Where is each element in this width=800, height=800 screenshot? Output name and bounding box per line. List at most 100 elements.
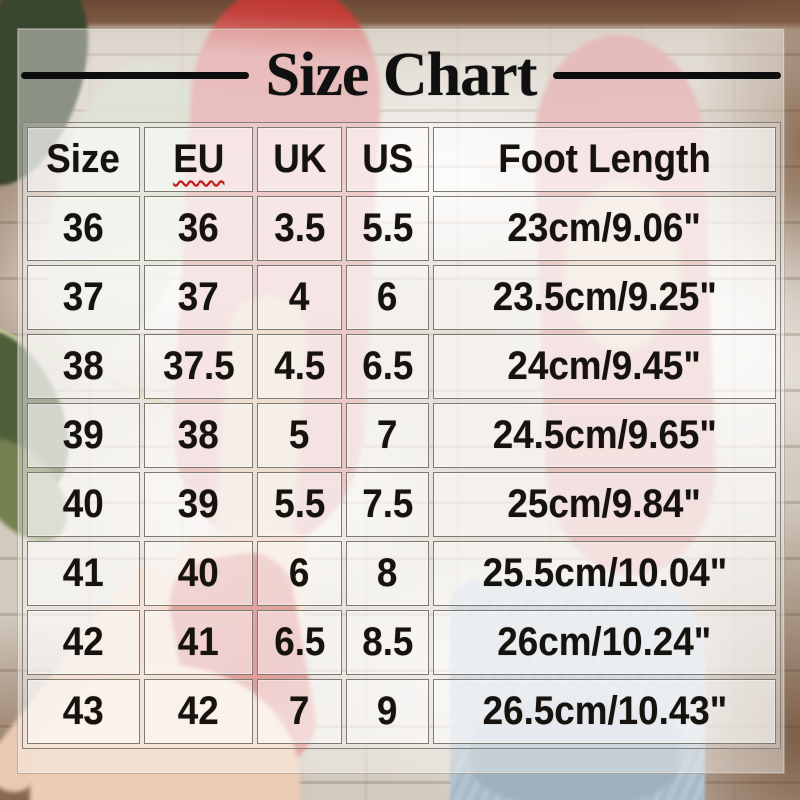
cell-text: 4 xyxy=(289,275,310,319)
table-cell: 8.5 xyxy=(346,610,429,675)
table-cell: 9 xyxy=(346,679,429,744)
cell-text: 7 xyxy=(289,689,310,733)
cell-text: 7.5 xyxy=(361,482,414,526)
table-cell: 39 xyxy=(144,472,253,537)
table-cell: 26.5cm/10.43" xyxy=(433,679,776,744)
cell-text: 6 xyxy=(289,551,310,595)
column-header-us: US xyxy=(346,127,429,192)
cell-text: 39 xyxy=(63,413,104,457)
table-cell: 23cm/9.06" xyxy=(433,196,776,261)
table-cell: 37.5 xyxy=(144,334,253,399)
column-header-uk: UK xyxy=(257,127,342,192)
table-cell: 25cm/9.84" xyxy=(433,472,776,537)
table-cell: 5.5 xyxy=(257,472,342,537)
table-cell: 41 xyxy=(27,541,140,606)
table-cell: 40 xyxy=(27,472,140,537)
table-cell: 36 xyxy=(144,196,253,261)
table-row-size-38: 38 37.5 4.5 6.5 24cm/9.45" xyxy=(27,334,776,399)
header-text-eu-wavy: EU xyxy=(172,137,225,181)
column-header-foot-length: Foot Length xyxy=(433,127,776,192)
cell-text: 37 xyxy=(63,275,104,319)
header-text: UK xyxy=(272,137,327,181)
cell-text: 6.5 xyxy=(273,620,326,664)
title-rule-right xyxy=(553,71,782,79)
cell-text: 23cm/9.06" xyxy=(507,206,702,250)
table-cell: 3.5 xyxy=(257,196,342,261)
table-cell: 5.5 xyxy=(346,196,429,261)
cell-text: 42 xyxy=(178,689,219,733)
table-cell: 23.5cm/9.25" xyxy=(433,265,776,330)
cell-text: 40 xyxy=(178,551,219,595)
header-text: Foot Length xyxy=(498,137,711,181)
table-cell: 42 xyxy=(144,679,253,744)
table-cell: 38 xyxy=(144,403,253,468)
cell-text: 37.5 xyxy=(162,344,235,388)
table-row-size-42: 42 41 6.5 8.5 26cm/10.24" xyxy=(27,610,776,675)
cell-text: 25cm/9.84" xyxy=(507,482,702,526)
cell-text: 23.5cm/9.25" xyxy=(492,275,717,319)
table-cell: 4 xyxy=(257,265,342,330)
cell-text: 24cm/9.45" xyxy=(507,344,702,388)
cell-text: 7 xyxy=(377,413,398,457)
table-cell: 4.5 xyxy=(257,334,342,399)
cell-text: 41 xyxy=(178,620,219,664)
table-cell: 36 xyxy=(27,196,140,261)
table-row-size-40: 40 39 5.5 7.5 25cm/9.84" xyxy=(27,472,776,537)
cell-text: 39 xyxy=(178,482,219,526)
cell-text: 43 xyxy=(63,689,104,733)
cell-text: 4.5 xyxy=(273,344,326,388)
table-cell: 41 xyxy=(144,610,253,675)
header-row: Size EU UK US Foot Length xyxy=(27,127,776,192)
table-cell: 6.5 xyxy=(346,334,429,399)
cell-text: 38 xyxy=(178,413,219,457)
cell-text: 42 xyxy=(63,620,104,664)
table-row-size-36: 36 36 3.5 5.5 23cm/9.06" xyxy=(27,196,776,261)
header-text: US xyxy=(361,137,414,181)
cell-text: 8.5 xyxy=(361,620,414,664)
cell-text: 38 xyxy=(63,344,104,388)
cell-text: 5 xyxy=(289,413,310,457)
table-cell: 6.5 xyxy=(257,610,342,675)
cell-text: 36 xyxy=(63,206,104,250)
table-cell: 7.5 xyxy=(346,472,429,537)
table-row-size-37: 37 37 4 6 23.5cm/9.25" xyxy=(27,265,776,330)
cell-text: 26.5cm/10.43" xyxy=(482,689,727,733)
table-cell: 39 xyxy=(27,403,140,468)
table-cell: 7 xyxy=(346,403,429,468)
cell-text: 5.5 xyxy=(273,482,326,526)
table-cell: 42 xyxy=(27,610,140,675)
cell-text: 40 xyxy=(63,482,104,526)
table-cell: 26cm/10.24" xyxy=(433,610,776,675)
table-cell: 37 xyxy=(144,265,253,330)
cell-text: 41 xyxy=(63,551,104,595)
table-row-size-43: 43 42 7 9 26.5cm/10.43" xyxy=(27,679,776,744)
header-text: Size xyxy=(46,137,121,181)
cell-text: 5.5 xyxy=(361,206,414,250)
cell-text: 37 xyxy=(178,275,219,319)
table-cell: 43 xyxy=(27,679,140,744)
table-cell: 6 xyxy=(346,265,429,330)
cell-text: 36 xyxy=(178,206,219,250)
table-cell: 6 xyxy=(257,541,342,606)
cell-text: 24.5cm/9.65" xyxy=(492,413,717,457)
size-table: Size EU UK US Foot Length 36 36 3.5 5.5 … xyxy=(22,122,781,749)
table-cell: 5 xyxy=(257,403,342,468)
size-chart-panel: Size Chart Size EU UK US Foot Length 36 xyxy=(17,28,785,774)
page-title: Size Chart xyxy=(265,40,538,109)
cell-text: 8 xyxy=(377,551,398,595)
cell-text: 9 xyxy=(377,689,398,733)
table-row-size-39: 39 38 5 7 24.5cm/9.65" xyxy=(27,403,776,468)
cell-text: 6 xyxy=(377,275,398,319)
title-row: Size Chart xyxy=(18,29,784,121)
title-rule-left xyxy=(21,71,249,79)
column-header-eu: EU xyxy=(144,127,253,192)
table-row-size-41: 41 40 6 8 25.5cm/10.04" xyxy=(27,541,776,606)
table-cell: 37 xyxy=(27,265,140,330)
cell-text: 3.5 xyxy=(273,206,326,250)
table-cell: 25.5cm/10.04" xyxy=(433,541,776,606)
table-cell: 24cm/9.45" xyxy=(433,334,776,399)
cell-text: 6.5 xyxy=(361,344,414,388)
cell-text: 25.5cm/10.04" xyxy=(482,551,727,595)
column-header-size: Size xyxy=(27,127,140,192)
